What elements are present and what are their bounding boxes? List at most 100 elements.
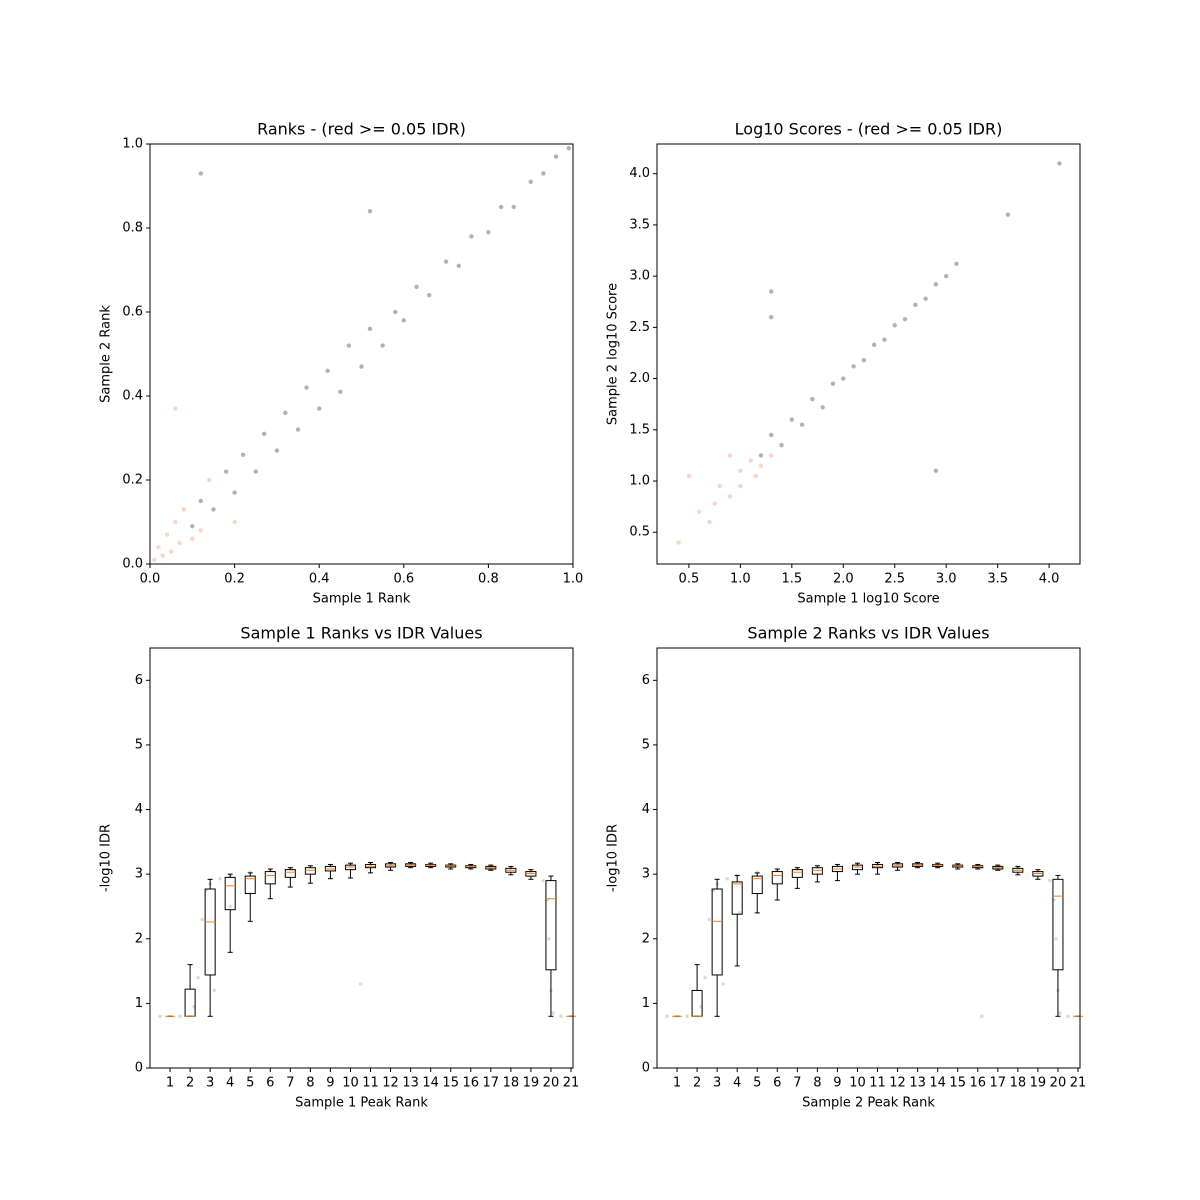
point [498, 204, 504, 210]
plot-frame [149, 647, 574, 1069]
point [830, 381, 836, 386]
point [727, 453, 733, 458]
point [676, 540, 681, 545]
point [367, 326, 373, 331]
point [738, 468, 743, 473]
x-tick-label: 18 [503, 1076, 520, 1091]
y-tick-label: 0.4 [122, 389, 143, 404]
y-tick-label: 2 [135, 931, 143, 946]
x-tick-label: 1 [673, 1076, 681, 1091]
point [283, 410, 288, 415]
x-tick-label: 16 [969, 1076, 986, 1091]
y-tick-label: 1.5 [629, 422, 650, 437]
point [1066, 1014, 1070, 1019]
point [547, 936, 551, 941]
y-tick-label: 2.5 [629, 320, 650, 335]
point [541, 171, 546, 176]
point [359, 364, 364, 369]
point [152, 557, 157, 562]
x-tick-label: 12 [382, 1076, 399, 1091]
y-axis-label: -log10 IDR [99, 824, 114, 892]
x-tick-label: 20 [1050, 1076, 1067, 1091]
point [190, 536, 195, 541]
x-tick-label: 5 [753, 1076, 761, 1091]
y-tick-label: 1.0 [122, 137, 143, 152]
point [665, 1014, 669, 1019]
point [228, 904, 232, 909]
point [168, 549, 174, 554]
point [933, 468, 939, 473]
x-tick-label: 4.0 [1039, 572, 1060, 587]
x-tick-label: 18 [1010, 1076, 1027, 1091]
box [691, 989, 703, 1017]
x-tick-label: 6 [773, 1076, 781, 1091]
y-tick-label: 0.5 [629, 525, 650, 540]
x-tick-label: 15 [949, 1076, 966, 1091]
x-tick-label: 13 [909, 1076, 926, 1091]
point [178, 1014, 182, 1019]
point [882, 337, 887, 342]
point [223, 469, 229, 474]
point [1054, 936, 1058, 941]
x-tick-label: 21 [1070, 1076, 1087, 1091]
point [1005, 212, 1011, 217]
x-tick-label: 21 [563, 1076, 580, 1091]
x-tick-label: 9 [326, 1076, 334, 1091]
point [753, 473, 759, 479]
box [264, 871, 276, 885]
x-tick-label: 3 [713, 1076, 721, 1091]
plot-frame [656, 143, 1081, 565]
point [703, 975, 707, 980]
x-tick-label: 20 [543, 1076, 560, 1091]
y-tick-label: 4 [642, 802, 650, 817]
x-axis-label: Sample 1 Rank [313, 592, 411, 607]
y-tick-label: 6 [135, 673, 143, 688]
box [731, 881, 743, 915]
point [173, 406, 178, 411]
x-tick-label: 12 [889, 1076, 906, 1091]
point [871, 342, 877, 347]
point [712, 501, 717, 506]
x-tick-label: 3 [206, 1076, 214, 1091]
box [751, 875, 763, 895]
box [771, 871, 783, 885]
point [160, 553, 165, 558]
box [811, 867, 823, 875]
point [551, 1011, 555, 1015]
point [443, 259, 449, 264]
point [686, 473, 692, 479]
point [196, 975, 200, 980]
point [511, 204, 516, 210]
y-tick-label: 4 [135, 802, 143, 817]
point [211, 507, 216, 512]
x-tick-label: 2 [693, 1076, 701, 1091]
y-tick-label: 0 [642, 1061, 650, 1076]
y-tick-label: 3 [135, 867, 143, 882]
y-tick-label: 4.0 [629, 166, 650, 181]
x-tick-label: 6 [266, 1076, 274, 1091]
x-tick-label: 7 [793, 1076, 801, 1091]
point [367, 209, 373, 214]
x-tick-label: 0.5 [679, 572, 700, 587]
y-tick-label: 3.5 [629, 217, 650, 232]
y-tick-label: 0.6 [122, 305, 143, 320]
x-tick-label: 14 [422, 1076, 439, 1091]
x-tick-label: 0.6 [393, 572, 414, 587]
point [810, 396, 815, 402]
x-tick-label: 2 [186, 1076, 194, 1091]
point [164, 532, 170, 537]
y-axis-label: Sample 2 Rank [99, 305, 114, 403]
point [200, 917, 204, 922]
point [528, 179, 533, 184]
point [727, 494, 733, 499]
x-axis-label: Sample 2 Peak Rank [802, 1096, 935, 1111]
point [218, 876, 222, 881]
point [274, 448, 280, 453]
x-tick-label: 0.4 [309, 572, 330, 587]
point [304, 385, 309, 390]
x-axis-label: Sample 1 Peak Rank [295, 1096, 428, 1111]
x-tick-label: 11 [362, 1076, 379, 1091]
point [738, 483, 743, 489]
point [426, 293, 432, 298]
